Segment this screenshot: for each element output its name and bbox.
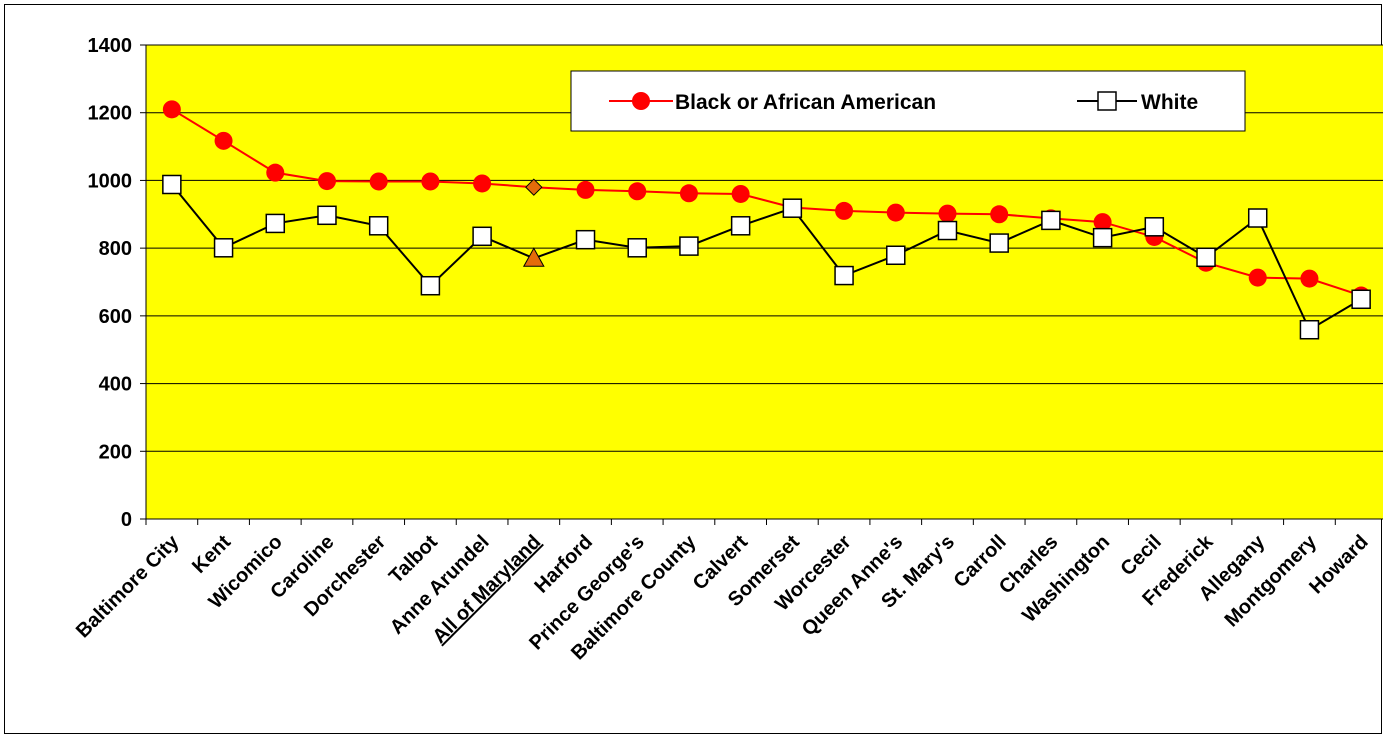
x-tick-label: Kent [188,531,235,578]
data-point-white [1351,289,1371,310]
data-point-white [937,220,958,241]
data-point-black [473,174,492,193]
data-point-white [1247,208,1268,228]
data-point-black [576,180,595,199]
x-tick-label: Baltimore City [72,530,184,642]
data-point-black [369,172,388,191]
data-point-white [472,226,492,247]
data-point-white [1092,227,1113,248]
data-point-white [368,216,389,236]
legend-box [570,70,1246,132]
legend-marker-white [1097,91,1117,111]
y-tick-label: 0 [121,509,132,531]
data-point-white [627,238,647,258]
data-point-black [731,184,750,203]
data-point-white [522,247,545,267]
data-point-black [628,182,647,201]
data-point-white [782,198,803,218]
data-point-black [1248,268,1267,287]
y-tick-label: 800 [99,238,132,260]
legend-marker-black [632,92,650,110]
y-tick-label: 200 [99,441,132,463]
data-point-black [266,163,285,182]
data-point-black [938,204,957,223]
y-tick-label: 1000 [88,170,133,192]
data-point-black [317,172,336,191]
data-point-black [679,184,698,203]
data-point-white [1041,210,1061,231]
series-layer [162,100,1371,340]
data-point-white [420,275,441,296]
line-chart: 0 200 400 600 800 1000 1200 1400 Baltimore City… [72,35,1388,664]
data-point-black [421,172,440,191]
data-point-black [1300,269,1319,288]
data-point-white [1196,247,1216,268]
data-point-black [162,100,181,119]
data-point-white [317,205,337,226]
data-point-black [835,201,854,220]
data-point-white [1144,217,1165,237]
data-point-white [679,236,699,256]
y-tick-label: 1400 [88,35,133,57]
data-point-black [214,131,233,150]
legend-label-white: White [1141,91,1198,114]
data-point-white [834,265,854,286]
data-point-black [525,178,543,196]
data-point-black [1093,213,1112,232]
y-tick-label: 600 [99,306,132,328]
data-point-white [989,233,1009,253]
data-point-black [886,203,905,222]
data-point-black [990,205,1009,224]
data-point-white [730,216,751,236]
legend: Black or African American White [570,70,1246,132]
data-point-white [265,213,286,234]
data-point-white [1299,319,1320,340]
y-tick-label: 1200 [88,103,133,125]
x-axis-ticks: Baltimore City KentWicomicoCarolineDorche… [72,519,1388,664]
legend-label-black: Black or African American [675,91,936,114]
data-point-white [213,238,234,258]
y-axis-ticks: 0 200 400 600 800 1000 1200 1400 [88,35,146,531]
y-tick-label: 400 [99,374,132,396]
chart-frame: 0 200 400 600 800 1000 1200 1400 Baltimore City… [4,4,1388,734]
data-point-white [575,229,596,250]
data-point-white [162,174,182,195]
x-tick-label: Cecil [1116,531,1165,580]
data-point-white [886,245,906,266]
